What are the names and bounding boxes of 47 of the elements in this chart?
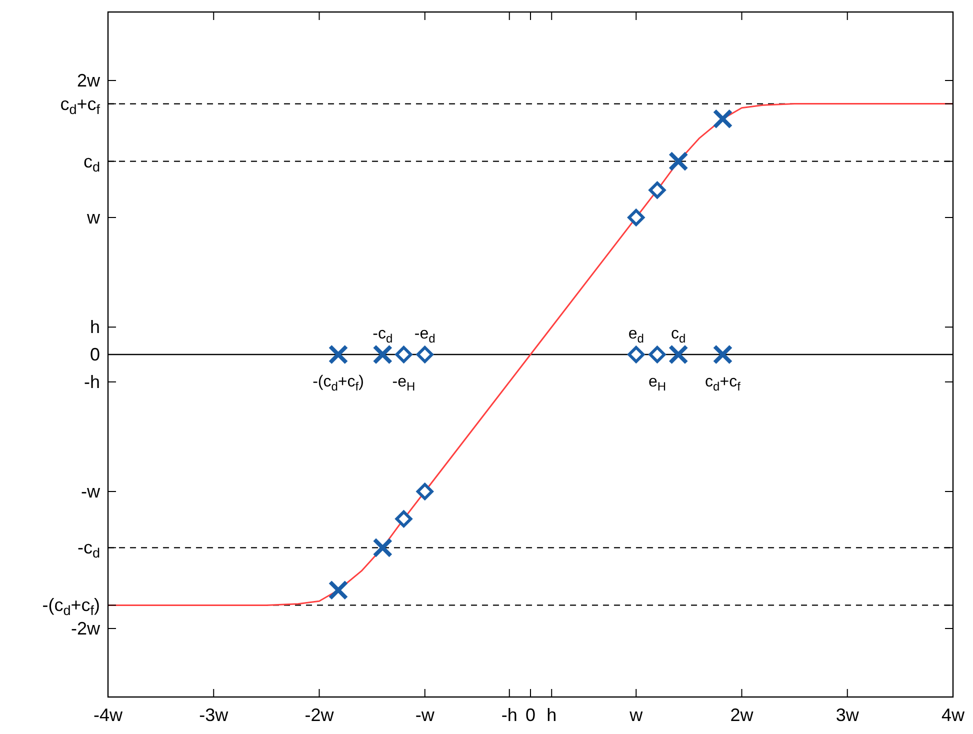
y-tick-label: 2w: [76, 70, 101, 90]
point: [416, 346, 434, 363]
y-tick-label: w: [86, 208, 101, 228]
x-tick-label: -w: [415, 705, 436, 725]
x-tick-label: 0: [525, 705, 536, 725]
annotation: e$_{H}$: [648, 374, 666, 394]
y-tick-label: -c$_{d}$: [77, 538, 100, 561]
x-tick-label: -h: [501, 705, 518, 725]
point: [372, 344, 393, 364]
annotation: -c$_{d}$: [372, 326, 393, 346]
point: [372, 538, 393, 558]
annotation: c$_{d}$: [671, 326, 686, 346]
x-tick-label: -3w: [199, 705, 230, 725]
x-tick-label: h: [546, 705, 557, 725]
line-series: [107, 103, 954, 606]
point: [395, 346, 412, 363]
x-tick-label: 2w: [730, 705, 754, 725]
point: [648, 346, 666, 363]
x-tick-label: -2w: [304, 705, 335, 725]
point: [416, 483, 434, 500]
point: [648, 182, 666, 199]
y-tick-label: -2w: [70, 618, 101, 638]
y-tick-label: h: [90, 317, 100, 338]
point: [668, 344, 688, 364]
annotation: -e$_{d}$: [414, 326, 436, 346]
annotation: e$_{d}$: [628, 326, 644, 346]
y-tick-label: c$_{d}$: [83, 151, 100, 175]
annotation: -(c$_{d}$+c$_{f}$): [312, 374, 364, 394]
x-tick-label: w: [628, 705, 644, 725]
y-tick-label: -w: [81, 482, 101, 502]
point: [712, 108, 733, 129]
y-tick-label: -h: [84, 372, 100, 392]
y-tick-label: c$_{d}$+c$_{f}$: [60, 94, 100, 117]
point: [328, 580, 348, 600]
point: [712, 344, 733, 364]
point: [328, 344, 348, 364]
point: [628, 209, 645, 226]
y-tick-label: -(c$_{d}$+c$_{f}$): [42, 595, 100, 618]
x-tick-label: 3w: [836, 705, 860, 725]
point: [668, 151, 688, 172]
x-tick-label: -4w: [93, 705, 124, 725]
y-tick-label: 0: [90, 344, 100, 364]
point: [395, 510, 412, 528]
x-tick-label: 4w: [941, 705, 966, 725]
annotation: -e$_{H}$: [392, 374, 416, 394]
point: [628, 346, 645, 363]
annotation: c$_{d}$+c$_{f}$: [705, 374, 742, 394]
